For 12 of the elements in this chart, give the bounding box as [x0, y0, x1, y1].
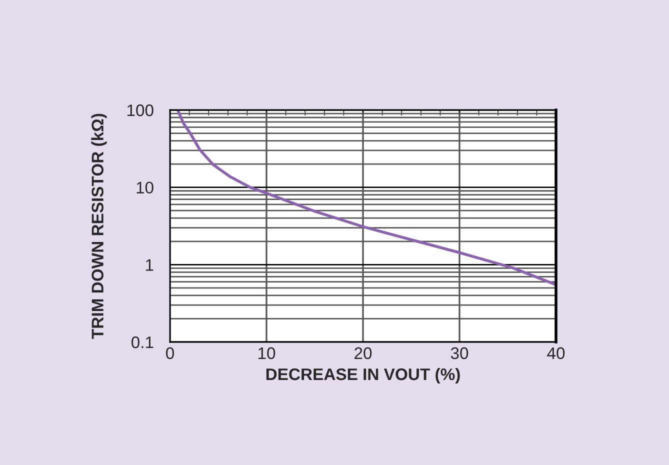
y-tick-label: 10	[136, 182, 154, 194]
x-tick-label: 30	[450, 347, 468, 360]
y-tick-label: 1	[146, 259, 154, 271]
x-tick-label: 0	[166, 347, 174, 360]
y-tick-label: 0.1	[132, 336, 154, 348]
y-tick-label: 100	[127, 104, 154, 116]
line-series	[176, 110, 556, 286]
x-tick-label: 10	[258, 347, 276, 360]
x-axis-title: DECREASE IN VOUT (%)	[266, 368, 460, 384]
x-tick-label: 20	[354, 347, 372, 360]
x-tick-label: 40	[547, 347, 565, 360]
y-axis-title: TRIM DOWN RESISTOR (kΩ)	[91, 114, 107, 339]
